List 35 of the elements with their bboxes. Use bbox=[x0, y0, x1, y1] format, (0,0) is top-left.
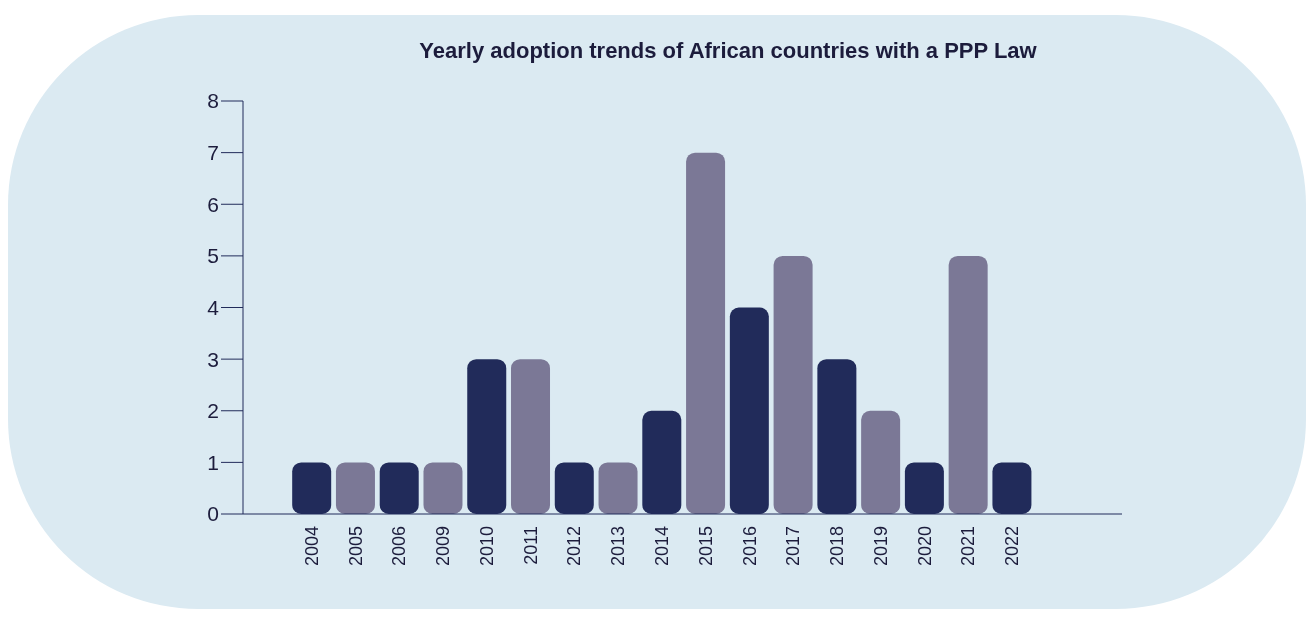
bar bbox=[335, 462, 375, 514]
x-tick-label: 2015 bbox=[695, 526, 716, 567]
x-tick-label: 2013 bbox=[608, 526, 629, 567]
bar bbox=[773, 255, 813, 514]
y-tick-label: 0 bbox=[207, 502, 219, 526]
x-tick-label: 2022 bbox=[1002, 526, 1023, 567]
x-tick-label: 2016 bbox=[739, 526, 760, 567]
y-tick-label: 3 bbox=[207, 347, 219, 371]
bar bbox=[948, 255, 988, 514]
x-tick-label: 2020 bbox=[914, 526, 935, 567]
y-tick-label: 5 bbox=[207, 244, 219, 268]
bar bbox=[511, 359, 551, 514]
x-tick-label: 2012 bbox=[564, 526, 585, 567]
bar bbox=[861, 410, 901, 514]
y-tick-label: 7 bbox=[207, 141, 219, 165]
y-tick-label: 1 bbox=[207, 450, 219, 474]
x-tick-label: 2006 bbox=[389, 526, 410, 567]
y-tick-label: 2 bbox=[207, 399, 219, 423]
y-tick-label: 4 bbox=[207, 295, 220, 319]
x-tick-label: 2009 bbox=[433, 526, 454, 567]
bar bbox=[598, 462, 638, 514]
chart-title: Yearly adoption trends of African countries with a PPP Law bbox=[418, 38, 1038, 64]
x-tick-label: 2005 bbox=[345, 526, 366, 567]
y-tick-label: 8 bbox=[207, 89, 219, 113]
x-tick-label: 2011 bbox=[520, 526, 541, 565]
x-tick-label: 2019 bbox=[870, 526, 891, 567]
x-tick-label: 2017 bbox=[783, 526, 804, 567]
bar bbox=[423, 462, 463, 514]
x-tick-label: 2010 bbox=[476, 526, 497, 567]
x-tick-label: 2018 bbox=[827, 526, 848, 567]
x-tick-label: 2021 bbox=[958, 526, 979, 567]
x-tick-label: 2004 bbox=[301, 526, 322, 567]
x-tick-label: 2014 bbox=[652, 526, 672, 567]
bar bbox=[686, 152, 726, 514]
y-tick-label: 6 bbox=[207, 192, 219, 216]
